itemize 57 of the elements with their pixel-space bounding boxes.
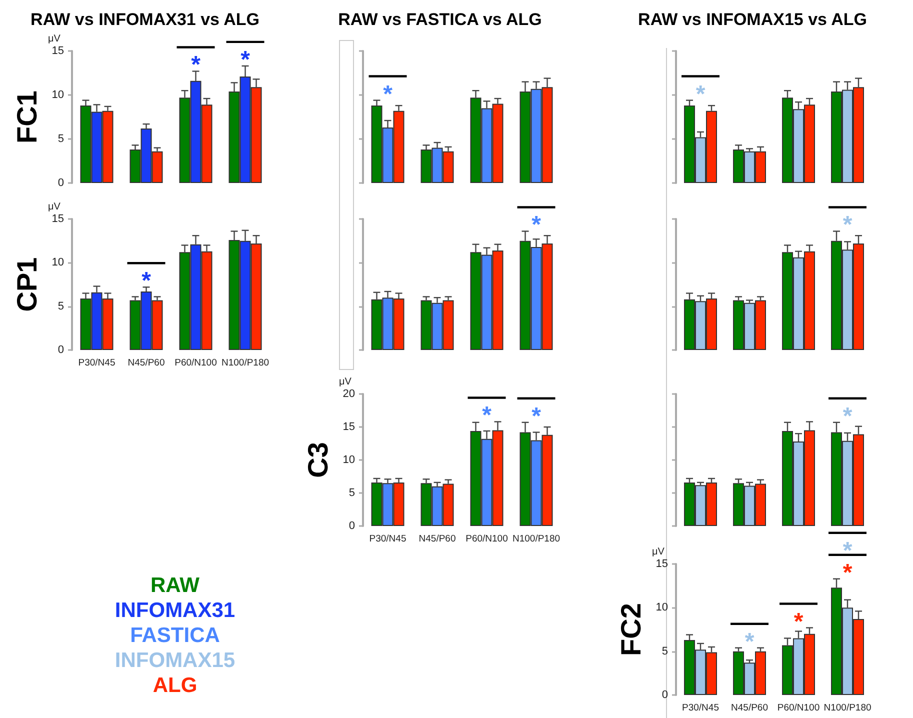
text: RAW [150, 574, 200, 597]
annotation: * [532, 212, 542, 239]
x-tick-label: P30/N45 [78, 358, 116, 368]
text: FASTICA [130, 624, 220, 647]
x-tick-label: N45/P60 [731, 702, 768, 714]
x-tick-label: P60/N100 [777, 702, 820, 714]
annotation: * [383, 80, 394, 108]
x-tick-label: N45/P60 [418, 534, 456, 544]
annotation: * [696, 80, 706, 108]
chart-title: RAW vs INFOMAX15 vs ALG [638, 10, 867, 29]
x-tick-label: P30/N45 [369, 534, 406, 544]
annotation: * [744, 628, 755, 656]
y-tick-label: 15 [342, 421, 355, 433]
annotation: * [142, 268, 152, 295]
annotation: * [842, 212, 853, 239]
y-tick-label: 5 [58, 133, 64, 145]
x-tick-label: P30/N45 [682, 702, 719, 714]
y-tick-label: 0 [58, 344, 64, 356]
y-tick-label: 5 [662, 645, 668, 658]
text: INFOMAX15 [114, 649, 236, 672]
annotation: * [794, 608, 804, 636]
y-tick-label: 5 [348, 487, 355, 499]
y-tick-label: 15 [52, 45, 64, 57]
y-tick-label: 15 [656, 558, 668, 570]
text: μV [652, 546, 665, 558]
y-tick-label: 10 [342, 454, 355, 466]
y-tick-label: 20 [342, 388, 355, 400]
annotation: * [191, 52, 202, 79]
y-tick-label: 10 [52, 89, 64, 101]
chart-title: RAW vs FASTICA vs ALG [338, 10, 542, 29]
x-tick-label: P60/N100 [466, 534, 508, 544]
y-axis-title: FC2 [615, 603, 646, 656]
annotation: * [240, 46, 251, 74]
text: μV [48, 34, 61, 44]
x-tick-label: N100/P180 [221, 358, 270, 368]
x-tick-label: N45/P60 [128, 358, 165, 368]
y-tick-label: 0 [58, 177, 64, 189]
y-tick-label: 10 [52, 256, 64, 269]
x-tick-label: P60/N100 [174, 358, 217, 368]
chart-title: RAW vs INFOMAX31 vs ALG [30, 10, 260, 29]
y-tick-label: 15 [52, 213, 64, 225]
x-tick-label: N100/P180 [512, 534, 560, 544]
y-axis-title: C3 [302, 442, 334, 478]
y-tick-label: 5 [58, 300, 64, 312]
y-tick-label: 0 [662, 689, 668, 701]
text: ALG [152, 674, 198, 697]
annotation: * [842, 402, 853, 430]
annotation: * [532, 402, 542, 430]
y-tick-label: 10 [656, 602, 668, 614]
text: μV [339, 376, 352, 388]
text: INFOMAX31 [114, 599, 236, 622]
y-tick-label: 0 [348, 520, 355, 532]
x-tick-label: N100/P180 [824, 702, 872, 714]
y-axis-title: CP1 [11, 257, 42, 312]
annotation: * [482, 402, 492, 430]
y-axis-title: FC1 [11, 90, 42, 144]
text: μV [48, 202, 61, 212]
